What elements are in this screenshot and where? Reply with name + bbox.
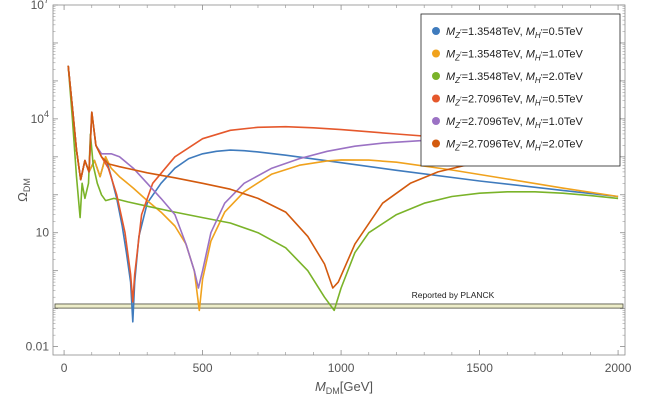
legend-marker	[432, 27, 440, 35]
tick-marks	[53, 4, 625, 355]
plot-frame	[52, 4, 626, 356]
legend-entry: MZ′=2.7096TeV, MH′=2.0TeV	[446, 139, 584, 153]
y-tick-label: 0.01	[26, 340, 50, 354]
legend-entry: MZ′=1.3548TeV, MH′=1.0TeV	[446, 49, 584, 63]
y-tick-labels: 0.01 10 104 107	[26, 0, 50, 354]
legend-entry: MZ′=1.3548TeV, MH′=0.5TeV	[446, 26, 584, 40]
x-tick-label: 0	[61, 361, 68, 375]
legend-entry: MZ′=2.7096TeV, MH′=1.0TeV	[446, 116, 584, 130]
planck-band	[54, 303, 624, 309]
planck-annotation: Reported by PLANCK	[412, 290, 495, 300]
y-tick-label: 10	[36, 226, 50, 240]
legend-box	[420, 13, 621, 167]
x-tick-label: 1500	[466, 361, 493, 375]
y-axis-label: ΩDM	[15, 178, 32, 202]
legend-marker	[432, 117, 440, 125]
legend-marker	[432, 139, 440, 148]
x-axis-label: MDM[GeV]	[315, 379, 373, 396]
legend-marker	[432, 94, 440, 103]
x-tick-labels: 0 500 1000 1500 2000	[61, 361, 632, 375]
x-tick-label: 2000	[605, 361, 632, 375]
x-tick-label: 1000	[328, 361, 355, 375]
legend-entry: MZ′=2.7096TeV, MH′=0.5TeV	[446, 94, 584, 108]
legend-entry: MZ′=1.3548TeV, MH′=2.0TeV	[446, 71, 584, 85]
x-tick-label: 500	[193, 361, 213, 375]
series-line-3	[67, 65, 619, 312]
y-tick-label: 107	[31, 0, 49, 12]
series-lines	[67, 65, 619, 323]
legend-marker	[432, 72, 440, 80]
legend-marker	[432, 49, 440, 58]
planck-band-group	[54, 303, 624, 309]
y-tick-label: 104	[31, 109, 49, 126]
legend: MZ′=1.3548TeV, MH′=0.5TeV MZ′=1.3548TeV, …	[420, 13, 621, 167]
